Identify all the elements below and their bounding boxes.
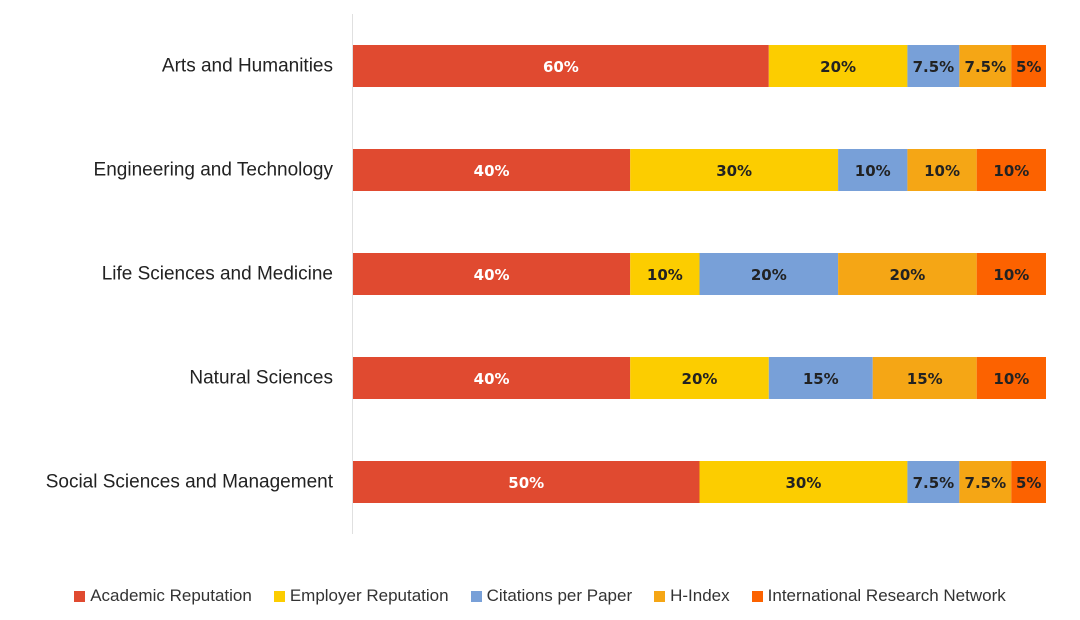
bar-segment-academic-reputation-engineering-and-technology — [353, 149, 631, 191]
data-label-international-research-network-social-sciences-and-management: 5% — [1016, 474, 1041, 492]
legend-item-employer-reputation: Employer Reputation — [273, 586, 449, 606]
data-label-employer-reputation-natural-sciences: 20% — [682, 370, 718, 388]
category-label-arts-and-humanities: Arts and Humanities — [162, 56, 333, 77]
legend-label: Employer Reputation — [289, 586, 449, 605]
bar-segment-citations-per-paper-life-sciences-and-medicine — [699, 253, 839, 295]
bar-segment-academic-reputation-life-sciences-and-medicine — [353, 253, 631, 295]
legend-item-citations-per-paper: Citations per Paper — [470, 586, 633, 606]
legend-item-international-research-network: International Research Network — [751, 586, 1006, 606]
data-label-citations-per-paper-life-sciences-and-medicine: 20% — [751, 266, 787, 284]
bar-segment-citations-per-paper-natural-sciences — [768, 357, 873, 399]
bar-segment-employer-reputation-arts-and-humanities — [768, 45, 908, 87]
legend-swatch — [751, 590, 763, 602]
data-label-academic-reputation-social-sciences-and-management: 50% — [508, 474, 544, 492]
legend-item-academic-reputation: Academic Reputation — [74, 586, 252, 606]
data-label-academic-reputation-life-sciences-and-medicine: 40% — [474, 266, 510, 284]
data-label-citations-per-paper-arts-and-humanities: 7.5% — [913, 58, 955, 76]
bar-segment-academic-reputation-social-sciences-and-management — [353, 461, 700, 503]
bar-segment-citations-per-paper-social-sciences-and-management — [907, 461, 960, 503]
bar-segment-international-research-network-life-sciences-and-medicine — [976, 253, 1046, 295]
data-label-citations-per-paper-engineering-and-technology: 10% — [855, 162, 891, 180]
bar-segment-employer-reputation-social-sciences-and-management — [699, 461, 908, 503]
legend-item-h-index: H-Index — [654, 586, 730, 606]
category-labels-group: Arts and Humanities Engineering and Techn… — [46, 56, 334, 493]
data-label-international-research-network-arts-and-humanities: 5% — [1016, 58, 1041, 76]
legend: Academic Reputation Employer Reputation Ci… — [0, 586, 1080, 606]
legend-label: H-Index — [670, 586, 730, 605]
data-label-employer-reputation-social-sciences-and-management: 30% — [785, 474, 821, 492]
bar-segment-international-research-network-engineering-and-technology — [976, 149, 1046, 191]
data-label-h-index-natural-sciences: 15% — [907, 370, 943, 388]
data-label-citations-per-paper-natural-sciences: 15% — [803, 370, 839, 388]
bar-segment-h-index-engineering-and-technology — [907, 149, 977, 191]
bar-segment-citations-per-paper-engineering-and-technology — [838, 149, 908, 191]
bar-segment-international-research-network-arts-and-humanities — [1011, 45, 1046, 87]
data-label-employer-reputation-engineering-and-technology: 30% — [716, 162, 752, 180]
legend-label: Citations per Paper — [486, 586, 633, 605]
bar-segment-academic-reputation-arts-and-humanities — [353, 45, 769, 87]
data-label-employer-reputation-arts-and-humanities: 20% — [820, 58, 856, 76]
data-label-academic-reputation-natural-sciences: 40% — [474, 370, 510, 388]
bar-segment-citations-per-paper-arts-and-humanities — [907, 45, 960, 87]
bar-segment-h-index-social-sciences-and-management — [959, 461, 1012, 503]
data-label-international-research-network-natural-sciences: 10% — [993, 370, 1029, 388]
data-label-academic-reputation-arts-and-humanities: 60% — [543, 58, 579, 76]
data-label-h-index-arts-and-humanities: 7.5% — [965, 58, 1007, 76]
data-label-h-index-social-sciences-and-management: 7.5% — [965, 474, 1007, 492]
bar-segment-employer-reputation-natural-sciences — [630, 357, 769, 399]
data-label-international-research-network-engineering-and-technology: 10% — [993, 162, 1029, 180]
bar-segment-international-research-network-natural-sciences — [976, 357, 1046, 399]
data-label-h-index-engineering-and-technology: 10% — [924, 162, 960, 180]
bar-segment-academic-reputation-natural-sciences — [353, 357, 631, 399]
legend-label: International Research Network — [767, 586, 1006, 605]
bar-segment-employer-reputation-life-sciences-and-medicine — [630, 253, 700, 295]
legend-swatch — [74, 590, 86, 602]
legend-label: Academic Reputation — [90, 586, 252, 605]
bar-segment-h-index-life-sciences-and-medicine — [838, 253, 977, 295]
legend-swatch — [273, 590, 285, 602]
data-label-citations-per-paper-social-sciences-and-management: 7.5% — [913, 474, 955, 492]
bars-group: 60% 20% 7.5% 7.5% 5% 40% 30% 10% 10% 10% 40% 10% 20%… — [353, 45, 1046, 503]
legend-swatch — [654, 590, 666, 602]
data-label-international-research-network-life-sciences-and-medicine: 10% — [993, 266, 1029, 284]
stacked-bar-chart: 60% 20% 7.5% 7.5% 5% 40% 30% 10% 10% 10% 40% 10% 20%… — [46, 14, 1046, 534]
bar-segment-h-index-arts-and-humanities — [959, 45, 1012, 87]
data-label-academic-reputation-engineering-and-technology: 40% — [474, 162, 510, 180]
bar-segment-employer-reputation-engineering-and-technology — [630, 149, 839, 191]
data-label-h-index-life-sciences-and-medicine: 20% — [889, 266, 925, 284]
category-label-social-sciences-and-management: Social Sciences and Management — [46, 472, 334, 493]
bar-segment-international-research-network-social-sciences-and-management — [1011, 461, 1046, 503]
category-label-engineering-and-technology: Engineering and Technology — [94, 160, 334, 181]
data-label-employer-reputation-life-sciences-and-medicine: 10% — [647, 266, 683, 284]
legend-swatch — [470, 590, 482, 602]
bar-segment-h-index-natural-sciences — [872, 357, 977, 399]
category-label-natural-sciences: Natural Sciences — [189, 368, 333, 389]
category-label-life-sciences-and-medicine: Life Sciences and Medicine — [102, 264, 333, 285]
